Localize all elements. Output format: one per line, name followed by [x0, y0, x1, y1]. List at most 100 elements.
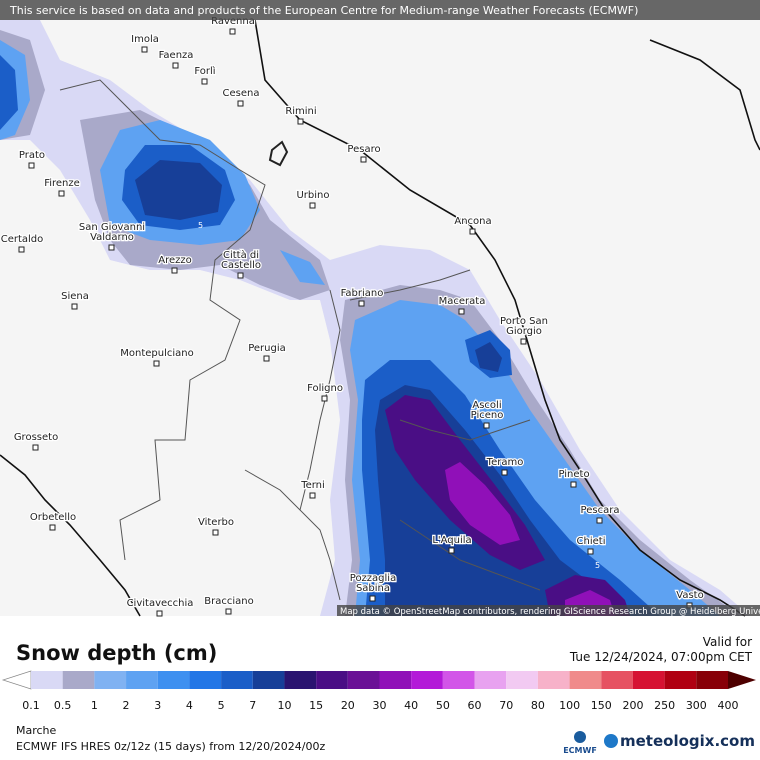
city-marker	[153, 360, 160, 367]
snow-area	[385, 395, 630, 616]
contour-label: 5	[595, 561, 600, 570]
city-marker	[71, 303, 78, 310]
legend-tick-label: 250	[654, 699, 675, 712]
city-marker	[309, 492, 316, 499]
city-label: Foligno	[307, 383, 343, 394]
coastline	[254, 19, 746, 617]
city-label: Pesaro	[347, 144, 380, 155]
legend-swatch	[31, 671, 63, 689]
attribution-background	[337, 605, 760, 616]
city-label: Cesena	[223, 88, 260, 99]
legend-swatch	[474, 671, 507, 689]
city-marker	[587, 548, 594, 555]
ecmwf-icon	[574, 731, 586, 743]
city-marker	[369, 595, 376, 602]
banner-background	[0, 0, 760, 20]
city-marker	[108, 244, 115, 251]
legend-swatch	[126, 671, 158, 689]
legend-under	[1, 670, 32, 690]
city-label: Città di	[223, 249, 259, 261]
city-label: Ancona	[454, 216, 491, 227]
city-marker	[32, 444, 39, 451]
city-labels: RavennaImolaFaenzaForlìCesenaRiminiPesar…	[0, 15, 705, 617]
city-marker	[49, 524, 56, 531]
city-label: Certaldo	[1, 234, 44, 245]
city-marker	[156, 610, 163, 617]
attribution: Map data © OpenStreetMap contributors, r…	[340, 607, 760, 617]
legend-swatch	[696, 671, 728, 689]
legend-tick-label: 2	[123, 699, 130, 712]
legend-swatch	[601, 671, 633, 689]
legend-tick-label: 80	[531, 699, 545, 712]
contour-label: 5	[198, 221, 203, 230]
snow-area	[445, 462, 615, 616]
city-label: Teramo	[486, 457, 524, 468]
border	[59, 79, 541, 601]
legend-title: Snow depth (cm)	[16, 641, 217, 665]
legend-tick-label: 200	[622, 699, 643, 712]
legend-tick-label: 20	[341, 699, 355, 712]
city-label: Grosseto	[14, 432, 58, 443]
legend-swatch	[189, 671, 222, 689]
city-marker	[225, 608, 232, 615]
city-marker	[58, 190, 65, 197]
city-label: Rimini	[285, 106, 316, 117]
city-marker	[28, 162, 35, 169]
city-label: Porto San	[500, 316, 548, 327]
legend-tick-label: 15	[309, 699, 323, 712]
city-label: Civitavecchia	[127, 598, 194, 609]
city-marker	[237, 100, 244, 107]
legend-swatch	[442, 671, 475, 689]
legend-swatch	[157, 671, 190, 689]
city-marker	[309, 202, 316, 209]
city-marker	[458, 308, 465, 315]
legend-tick-label: 40	[404, 699, 418, 712]
legend-swatch	[537, 671, 570, 689]
city-label: Piceno	[471, 410, 504, 421]
city-marker	[263, 355, 270, 362]
city-label: Imola	[131, 34, 159, 45]
legend-swatch	[379, 671, 412, 689]
model-info: ECMWF IFS HRES 0z/12z (15 days) from 12/…	[16, 740, 326, 753]
legend-tick-label: 4	[186, 699, 193, 712]
legend-swatch	[284, 671, 317, 689]
legend-tick-label: 7	[249, 699, 256, 712]
legend-tick-label: 0.1	[22, 699, 40, 712]
city-marker	[469, 228, 476, 235]
legend-swatch	[632, 671, 665, 689]
city-marker	[448, 547, 455, 554]
city-label: San Giovanni	[79, 222, 145, 233]
legend-swatch	[94, 671, 127, 689]
legend-tick-label: 10	[277, 699, 291, 712]
city-label: Giorgio	[506, 326, 542, 337]
legend-tick-label: 60	[468, 699, 482, 712]
ecmwf-logo: ECMWF	[563, 746, 597, 755]
city-label: Faenza	[159, 50, 194, 61]
city-label: Arezzo	[158, 255, 192, 266]
legend-swatch	[221, 671, 253, 689]
city-marker	[483, 422, 490, 429]
city-label: Pineto	[558, 469, 589, 480]
city-label: Macerata	[439, 296, 486, 307]
city-marker	[201, 78, 208, 85]
city-label: Fabriano	[341, 288, 384, 299]
coastline	[0, 454, 141, 617]
legend-tick-label: 3	[154, 699, 161, 712]
valid-label: Valid for	[703, 635, 752, 649]
city-marker	[321, 395, 328, 402]
legend-tick-label: 400	[718, 699, 739, 712]
city-label: Bracciano	[204, 596, 253, 607]
city-marker	[520, 338, 527, 345]
city-label: Terni	[300, 480, 325, 491]
city-label: Forlì	[194, 65, 215, 77]
legend-swatch	[347, 671, 380, 689]
city-label: Sabina	[356, 583, 390, 594]
banner: This service is based on data and produc…	[9, 4, 638, 17]
city-marker	[570, 481, 577, 488]
legend-tick-label: 150	[591, 699, 612, 712]
legend-tick-label: 0.5	[54, 699, 72, 712]
city-label: Vasto	[676, 590, 703, 601]
legend-swatch	[62, 671, 95, 689]
map	[0, 19, 760, 617]
